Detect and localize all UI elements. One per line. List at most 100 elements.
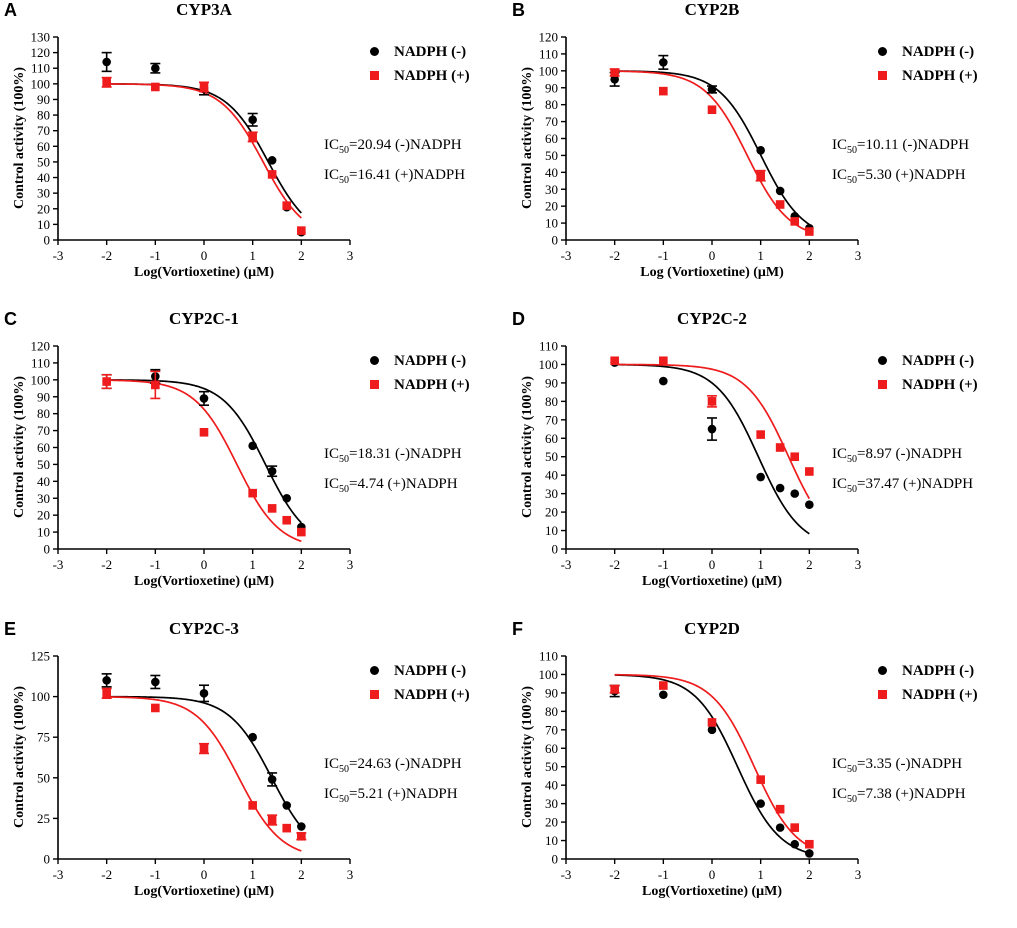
chart-svg: 0 25 50 75 100 125 -3 -2 -1 0 1 2 3 [31, 649, 354, 883]
data-point-nadph-plus [267, 170, 277, 179]
panel-b: 0 10 20 30 40 50 60 70 80 90 100 110 120 -3 -2 -1 0 1 2 3 B C… [508, 0, 1016, 309]
y-tick-label: 0 [44, 852, 51, 867]
panel-label: B [512, 0, 525, 20]
y-axis-label: Control activity (100%) [12, 375, 27, 518]
data-point-nadph-minus [756, 146, 765, 155]
data-point-nadph-minus [282, 493, 292, 503]
y-tick-label: 50 [545, 759, 558, 774]
data-point-nadph-minus [756, 799, 765, 808]
panel-label: A [4, 0, 17, 20]
x-tick-label: 2 [806, 248, 813, 263]
legend-item-nadph-minus: NADPH (-) [874, 349, 978, 373]
data-point-nadph-minus [775, 823, 785, 832]
y-tick-label: 120 [539, 30, 559, 45]
ic50-annotation: IC50=24.63 (-)NADPH IC50=5.21 (+)NADPH [324, 752, 462, 812]
legend-circle-marker [369, 46, 379, 56]
legend-label: NADPH (+) [902, 376, 978, 393]
legend-label: NADPH (-) [394, 43, 467, 60]
x-tick-label: -1 [150, 867, 161, 882]
legend-square-marker [877, 689, 887, 699]
x-tick-label: 0 [201, 557, 208, 572]
legend-item-nadph-minus: NADPH (-) [366, 659, 470, 683]
y-tick-label: 130 [31, 30, 51, 45]
y-tick-label: 0 [44, 233, 51, 248]
data-point-nadph-plus [102, 689, 111, 698]
y-tick-label: 100 [539, 357, 559, 372]
data-point-nadph-minus [707, 424, 717, 434]
data-point-nadph-minus [102, 676, 111, 685]
fit-curve-nadph-minus [106, 695, 302, 828]
data-point-nadph-minus [267, 466, 277, 476]
data-point-nadph-minus [267, 775, 277, 784]
y-tick-label: 50 [37, 770, 50, 785]
data-point-nadph-minus [199, 689, 209, 698]
chart-title: CYP2D [684, 619, 740, 638]
ic50-minus: IC50=24.63 (-)NADPH [324, 756, 462, 775]
x-tick-label: 1 [249, 248, 256, 263]
x-axis-label: Log(Vortioxetine) (μM) [134, 884, 274, 899]
legend: NADPH (-) NADPH (+) [366, 659, 470, 707]
y-tick-label: 20 [37, 508, 50, 523]
x-tick-label: -3 [53, 557, 64, 572]
legend-circle-marker [369, 665, 379, 675]
data-point-nadph-plus [610, 356, 619, 366]
legend-item-nadph-plus: NADPH (+) [874, 683, 978, 707]
data-point-nadph-plus [756, 775, 765, 784]
fit-curve-nadph-plus [106, 83, 302, 219]
legend-square-marker [369, 689, 379, 699]
legend-item-nadph-plus: NADPH (+) [366, 373, 470, 397]
y-tick-label: 90 [37, 92, 50, 107]
y-tick-label: 0 [552, 233, 559, 248]
legend-circle-marker [877, 665, 887, 675]
data-point-nadph-minus [267, 156, 277, 165]
x-tick-label: -1 [658, 867, 669, 882]
ic50-plus: IC50=5.21 (+)NADPH [324, 786, 458, 805]
x-tick-label: -1 [150, 557, 161, 572]
x-tick-label: 3 [855, 557, 862, 572]
ic50-annotation: IC50=20.94 (-)NADPH IC50=16.41 (+)NADPH [324, 133, 465, 193]
y-tick-label: 120 [31, 339, 51, 354]
data-point-nadph-plus [199, 744, 209, 753]
legend-item-nadph-minus: NADPH (-) [874, 40, 978, 64]
y-tick-label: 40 [545, 778, 558, 793]
y-tick-label: 40 [37, 170, 50, 185]
data-point-nadph-minus [610, 74, 619, 84]
panel-label: C [4, 309, 17, 329]
y-tick-label: 0 [552, 542, 559, 557]
y-tick-label: 40 [37, 474, 50, 489]
panel-a: 0 10 20 30 40 50 60 70 80 90 100 110 120 130 -3 -2 -1 0 1 2… [0, 0, 508, 309]
legend-circle-marker [877, 355, 887, 365]
data-point-nadph-plus [659, 681, 668, 690]
data-point-nadph-plus [199, 82, 209, 92]
legend-square-marker [877, 379, 887, 389]
data-point-nadph-plus [756, 430, 765, 439]
legend-item-nadph-minus: NADPH (-) [874, 659, 978, 683]
fit-curve-nadph-plus [106, 696, 302, 852]
data-point-nadph-plus [805, 227, 814, 236]
data-point-nadph-plus [790, 217, 800, 226]
data-point-nadph-minus [659, 376, 668, 386]
fit-curve-nadph-plus [106, 379, 302, 543]
x-tick-label: 3 [855, 248, 862, 263]
x-tick-label: -2 [101, 557, 112, 572]
legend-label: NADPH (-) [902, 662, 975, 679]
y-tick-label: 50 [545, 148, 558, 163]
legend-label: NADPH (+) [394, 67, 470, 84]
x-axis-label: Log(Vortioxetine) (μM) [642, 884, 782, 899]
y-tick-label: 40 [545, 165, 558, 180]
data-point-nadph-minus [102, 57, 111, 67]
x-tick-label: 1 [757, 557, 764, 572]
x-tick-label: 1 [249, 867, 256, 882]
fit-curve-nadph-minus [614, 674, 810, 854]
fit-curve-nadph-plus [614, 673, 810, 848]
data-point-nadph-plus [151, 703, 160, 713]
data-point-nadph-minus [659, 58, 668, 67]
y-tick-label: 100 [31, 76, 51, 91]
x-tick-label: 1 [249, 557, 256, 572]
data-point-nadph-minus [756, 472, 765, 482]
data-point-nadph-plus [775, 804, 785, 814]
y-tick-label: 50 [545, 449, 558, 464]
y-tick-label: 80 [37, 108, 50, 123]
y-tick-label: 80 [37, 406, 50, 421]
